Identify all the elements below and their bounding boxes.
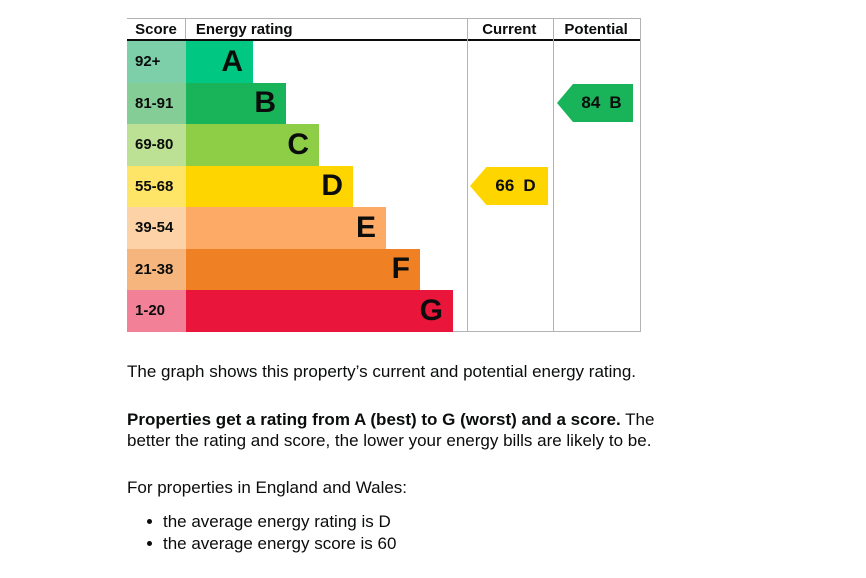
current-rating-letter: D xyxy=(523,176,536,195)
header-current: Current xyxy=(482,20,537,38)
score-range-c: 69-80 xyxy=(127,124,186,166)
rating-explanation-rest: The better the rating and score, the low… xyxy=(127,410,655,450)
band-bar-c: C xyxy=(186,124,319,166)
band-letter-d: D xyxy=(321,169,343,203)
band-bar-e: E xyxy=(186,207,386,249)
band-letter-e: E xyxy=(355,210,376,244)
score-range-e: 39-54 xyxy=(127,207,186,249)
band-row-f: 21-38 F xyxy=(127,248,640,290)
epc-header-row: Score Energy rating Current Potential xyxy=(127,19,640,41)
band-row-a: 92+ A xyxy=(127,41,640,83)
score-range-b: 81-91 xyxy=(127,82,186,124)
rating-explanation-bold: Properties get a rating from A (best) to… xyxy=(127,410,621,429)
potential-rating-letter: B xyxy=(609,93,622,112)
score-range-a: 92+ xyxy=(127,41,186,83)
rating-explanation: Properties get a rating from A (best) to… xyxy=(127,409,675,451)
band-bar-g: G xyxy=(186,290,453,332)
band-bar-b: B xyxy=(186,82,286,124)
header-score: Score xyxy=(127,19,186,39)
list-item-average-score: the average energy score is 60 xyxy=(127,533,675,554)
current-score-value: 66 xyxy=(495,176,515,195)
list-item-average-rating: the average energy rating is D xyxy=(127,511,675,532)
band-bar-f: F xyxy=(186,248,420,290)
band-letter-b: B xyxy=(254,86,276,120)
band-letter-f: F xyxy=(391,252,410,286)
current-rating-arrow: 66 D xyxy=(470,167,548,205)
potential-score-value: 84 xyxy=(581,93,601,112)
potential-column-divider xyxy=(553,19,554,331)
band-row-e: 39-54 E xyxy=(127,207,640,249)
score-range-g: 1-20 xyxy=(127,290,186,332)
band-row-g: 1-20 G xyxy=(127,290,640,332)
band-bar-a: A xyxy=(186,41,253,83)
band-letter-g: G xyxy=(419,293,443,327)
header-potential: Potential xyxy=(564,20,628,38)
score-range-f: 21-38 xyxy=(127,248,186,290)
graph-description: The graph shows this property’s current … xyxy=(127,362,637,381)
band-letter-c: C xyxy=(287,127,309,161)
potential-rating-arrow: 84 B xyxy=(557,84,633,122)
region-intro: For properties in England and Wales: xyxy=(127,478,408,497)
band-letter-a: A xyxy=(221,44,243,78)
epc-rating-graph: Score Energy rating Current Potential 92… xyxy=(127,18,641,332)
header-energy-rating: Energy rating xyxy=(195,20,293,38)
score-range-d: 55-68 xyxy=(127,165,186,207)
band-row-c: 69-80 C xyxy=(127,124,640,166)
current-column-divider xyxy=(467,19,468,331)
averages-list: the average energy rating is D the avera… xyxy=(127,511,675,555)
band-row-d: 55-68 D xyxy=(127,165,640,207)
band-bar-d: D xyxy=(186,165,353,207)
band-row-b: 81-91 B xyxy=(127,82,640,124)
